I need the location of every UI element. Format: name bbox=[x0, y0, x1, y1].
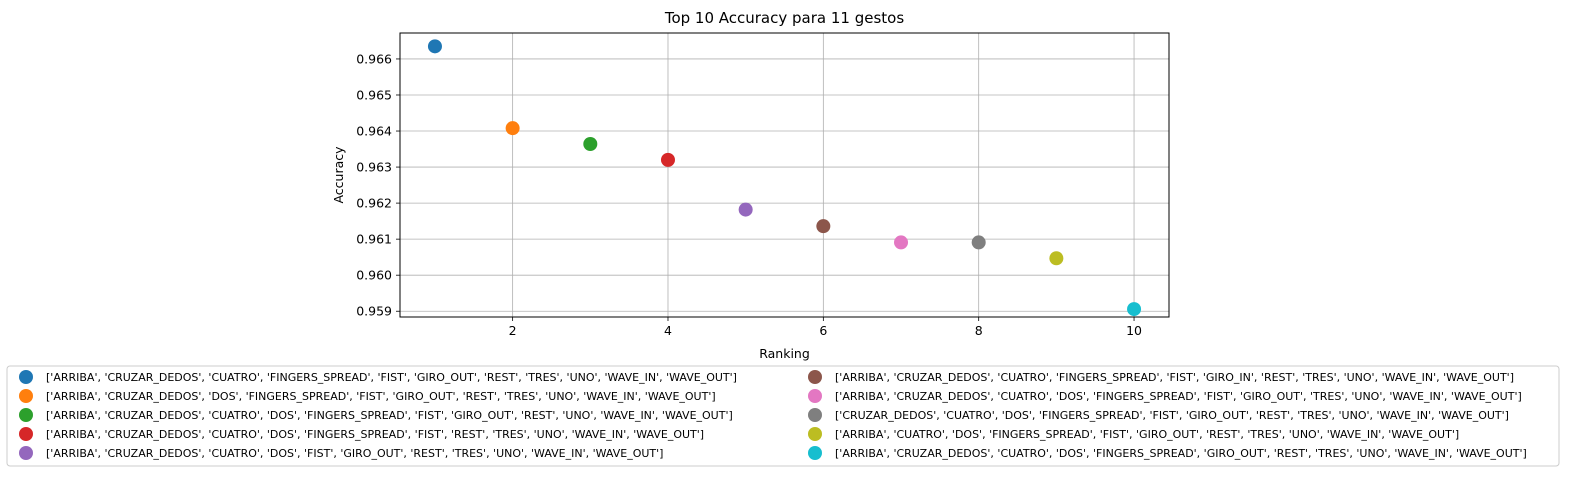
y-axis-label: Accuracy bbox=[331, 146, 346, 204]
y-tick-label: 0.959 bbox=[356, 304, 392, 319]
legend-marker-9 bbox=[808, 427, 822, 441]
legend-entry-1: ['ARRIBA', 'CRUZAR_DEDOS', 'CUATRO', 'FI… bbox=[46, 371, 737, 384]
legend-entry-5: ['ARRIBA', 'CRUZAR_DEDOS', 'CUATRO', 'DO… bbox=[46, 447, 663, 460]
legend-entry-4: ['ARRIBA', 'CRUZAR_DEDOS', 'CUATRO', 'DO… bbox=[46, 428, 704, 441]
y-tick-label: 0.961 bbox=[356, 232, 392, 247]
y-tick-label: 0.960 bbox=[356, 268, 392, 283]
chart-title: Top 10 Accuracy para 11 gestos bbox=[664, 9, 905, 27]
legend: ['ARRIBA', 'CRUZAR_DEDOS', 'CUATRO', 'FI… bbox=[6, 365, 1560, 467]
data-point-9 bbox=[1049, 251, 1064, 266]
data-point-8 bbox=[971, 235, 986, 250]
y-tick-label: 0.963 bbox=[356, 160, 392, 175]
y-tick-label: 0.962 bbox=[356, 196, 392, 211]
x-axis-label: Ranking bbox=[759, 346, 810, 361]
data-point-3 bbox=[583, 137, 598, 152]
data-point-2 bbox=[505, 121, 520, 136]
data-point-4 bbox=[660, 152, 675, 167]
legend-marker-8 bbox=[808, 408, 822, 422]
axis-ticks: 2 4 6 8 10 0.959 0.960 0.961 0.962 0.963 0.964 0.96… bbox=[356, 51, 1142, 338]
legend-marker-3 bbox=[19, 408, 33, 422]
legend-entry-10: ['ARRIBA', 'CRUZAR_DEDOS', 'CUATRO', 'DO… bbox=[835, 447, 1527, 460]
legend-marker-7 bbox=[808, 389, 822, 403]
legend-marker-4 bbox=[19, 427, 33, 441]
legend-entry-3: ['ARRIBA', 'CRUZAR_DEDOS', 'CUATRO', 'DO… bbox=[46, 409, 733, 422]
legend-entry-7: ['ARRIBA', 'CRUZAR_DEDOS', 'CUATRO', 'DO… bbox=[835, 390, 1522, 403]
x-tick-label: 8 bbox=[975, 323, 983, 338]
plot-area-frame bbox=[399, 32, 1170, 318]
y-tick-label: 0.964 bbox=[356, 124, 392, 139]
data-point-7 bbox=[894, 235, 909, 250]
legend-marker-5 bbox=[19, 446, 33, 460]
legend-frame bbox=[6, 365, 1560, 467]
legend-marker-2 bbox=[19, 389, 33, 403]
data-point-10 bbox=[1127, 302, 1142, 317]
y-tick-label: 0.966 bbox=[356, 51, 392, 66]
legend-entry-6: ['ARRIBA', 'CRUZAR_DEDOS', 'CUATRO', 'FI… bbox=[835, 371, 1514, 384]
legend-marker-1 bbox=[19, 370, 33, 384]
legend-entry-2: ['ARRIBA', 'CRUZAR_DEDOS', 'DOS', 'FINGE… bbox=[46, 390, 716, 403]
legend-marker-6 bbox=[808, 370, 822, 384]
legend-entry-8: ['CRUZAR_DEDOS', 'CUATRO', 'DOS', 'FINGE… bbox=[835, 409, 1509, 422]
y-tick-label: 0.965 bbox=[356, 87, 392, 102]
data-point-6 bbox=[816, 219, 831, 234]
legend-entry-9: ['ARRIBA', 'CUATRO', 'DOS', 'FINGERS_SPR… bbox=[835, 428, 1459, 441]
data-point-1 bbox=[427, 39, 442, 54]
x-tick-label: 2 bbox=[509, 323, 517, 338]
data-point-5 bbox=[738, 202, 753, 217]
x-tick-label: 4 bbox=[664, 323, 672, 338]
grid bbox=[400, 33, 1169, 317]
legend-marker-10 bbox=[808, 446, 822, 460]
x-tick-label: 10 bbox=[1126, 323, 1142, 338]
data-points bbox=[427, 39, 1142, 317]
x-tick-label: 6 bbox=[819, 323, 827, 338]
